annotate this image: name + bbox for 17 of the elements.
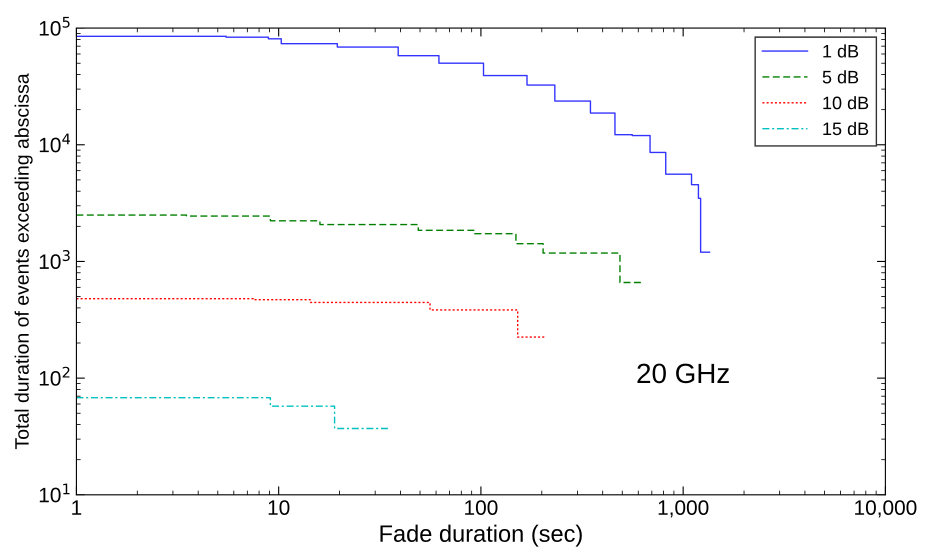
x-tick-label: 100	[465, 500, 498, 515]
x-tick-label: 10,000	[855, 500, 916, 518]
x-axis-title: Fade duration (sec)	[380, 524, 582, 547]
legend-label: 1 dB	[823, 44, 858, 58]
legend-label: 10 dB	[823, 96, 868, 110]
x-tick-label: 1	[72, 500, 82, 515]
legend-label: 5 dB	[822, 70, 858, 84]
y-tick-label: 10$^{3}$	[40, 250, 70, 270]
legend-label: 15 dB	[823, 122, 868, 136]
annotation: 20 GHz	[637, 364, 729, 384]
y-tick-label: 10$^{2}$	[40, 366, 70, 386]
y-tick-label: 10$^{4}$	[40, 134, 70, 152]
x-tick-label: 1,000	[658, 500, 708, 518]
y-tick-label: 10$^{5}$	[40, 16, 70, 36]
y-axis-title: Total duration of events exceeding abscissa	[14, 73, 33, 450]
y-tick-label: 10$^{1}$	[40, 484, 70, 502]
x-tick-label: 10	[268, 500, 290, 515]
